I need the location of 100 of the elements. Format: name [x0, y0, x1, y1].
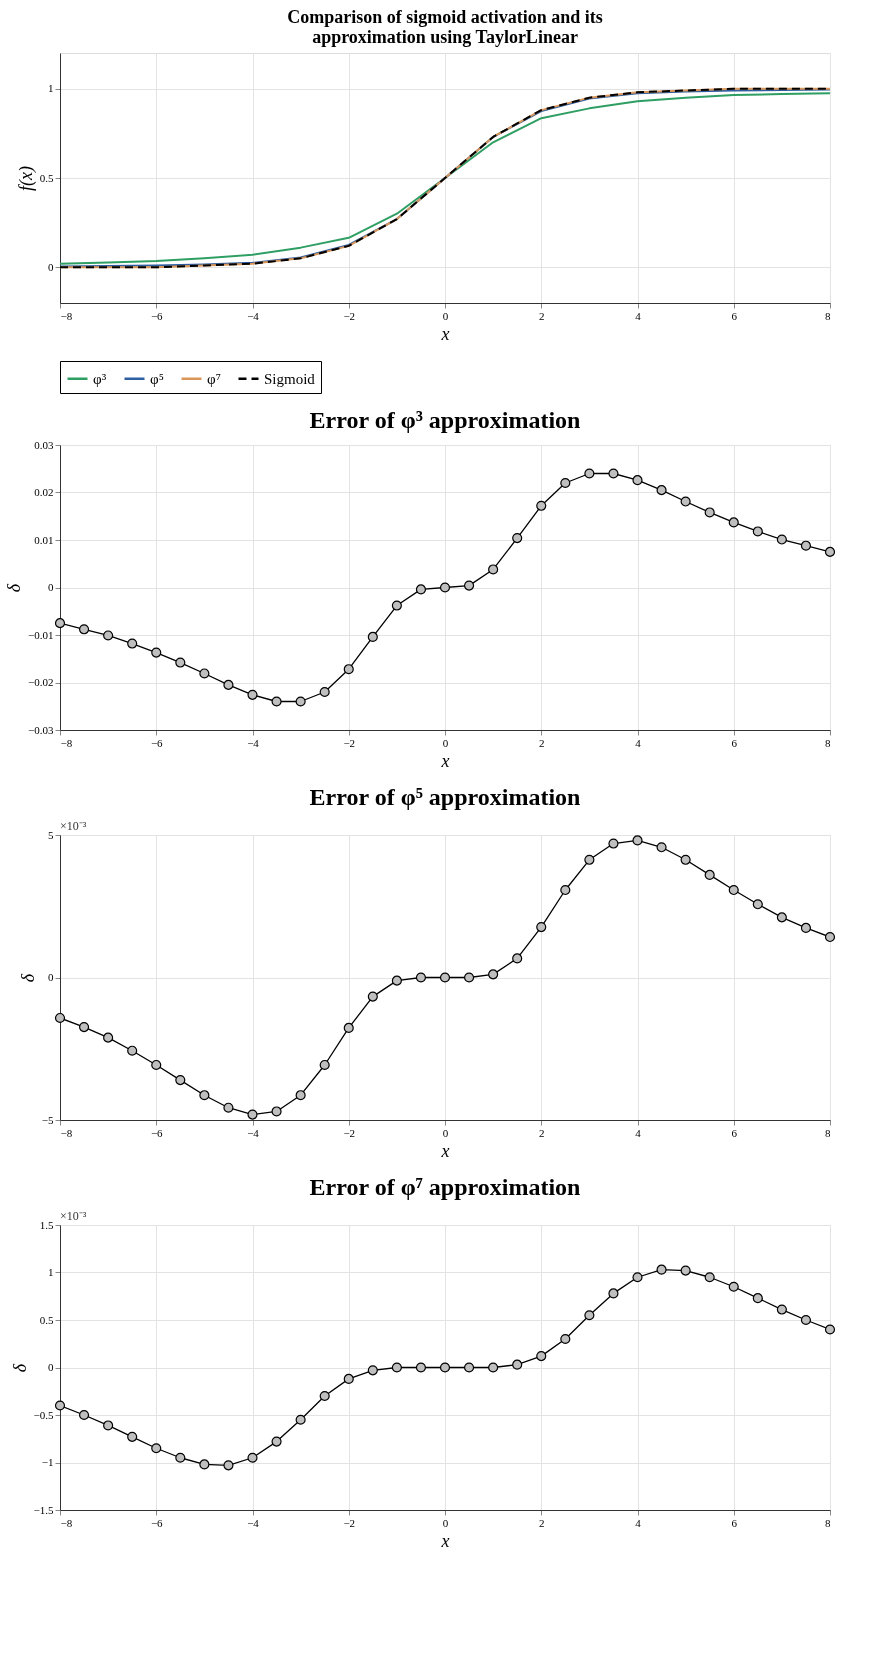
point — [752, 526, 763, 537]
legend-label: φ⁷ — [207, 370, 221, 387]
point — [752, 1293, 763, 1304]
y-tick-label: 1 — [48, 82, 54, 95]
x-tick-label: 6 — [731, 309, 738, 322]
point — [78, 1022, 90, 1033]
point — [728, 1281, 739, 1292]
point — [127, 638, 138, 649]
x-tick-label: 0 — [442, 736, 449, 749]
point — [488, 564, 499, 575]
point — [175, 1075, 186, 1086]
x-tick-label: 8 — [825, 1126, 831, 1139]
y-tick-label: −0.01 — [28, 628, 54, 641]
point — [512, 533, 523, 544]
y-tick-label: 0.02 — [34, 486, 54, 498]
point — [608, 468, 619, 479]
point — [78, 624, 90, 635]
point — [223, 679, 234, 690]
x-tick-label: 2 — [539, 309, 545, 322]
point — [656, 1264, 667, 1275]
point — [151, 647, 162, 658]
y-axis-title: δ — [4, 583, 25, 593]
y-tick-label: 1.5 — [39, 1218, 54, 1231]
x-tick-label: 4 — [635, 309, 642, 322]
point — [54, 1400, 66, 1411]
x-tick-label: 8 — [825, 736, 831, 749]
chart-title: Error of φ³ approximation — [309, 407, 581, 433]
x-tick-label: 0 — [442, 309, 449, 322]
point — [295, 696, 306, 707]
y-tick-label: 1 — [48, 1266, 54, 1278]
x-tick-label: −8 — [60, 1516, 73, 1529]
point — [223, 1102, 234, 1113]
y-tick-label: 5 — [48, 828, 54, 841]
y-tick-label: −5 — [41, 1113, 54, 1126]
y-tick-label: 0 — [48, 581, 54, 593]
legend-label: Sigmoid — [264, 370, 316, 387]
point — [800, 540, 812, 551]
point — [54, 618, 66, 629]
x-tick-label: 6 — [731, 1516, 738, 1529]
x-tick-label: −6 — [150, 736, 164, 749]
x-tick-label: 6 — [731, 1126, 738, 1139]
point — [776, 534, 787, 545]
point — [415, 1362, 427, 1373]
point — [151, 1059, 162, 1071]
point — [704, 507, 715, 518]
point — [439, 972, 451, 983]
point — [800, 1314, 812, 1326]
point — [175, 1452, 186, 1463]
point — [319, 1059, 330, 1071]
y-axis-title: δ — [9, 1363, 30, 1373]
x-tick-label: −4 — [247, 309, 260, 322]
point — [319, 1390, 330, 1402]
point — [824, 931, 836, 943]
point — [824, 1324, 836, 1335]
y-tick-label: 0 — [48, 1361, 54, 1373]
point — [391, 600, 402, 611]
y-tick-label: 0 — [48, 971, 54, 983]
x-tick-label: −8 — [60, 736, 73, 749]
point — [824, 546, 836, 557]
point — [536, 1351, 547, 1362]
point — [127, 1431, 138, 1442]
x-tick-label: 0 — [442, 1126, 449, 1139]
point — [343, 1022, 354, 1034]
x-tick-label: 8 — [825, 1516, 831, 1529]
chart-title: Error of φ⁵ approximation — [309, 784, 581, 810]
x-tick-label: −2 — [343, 736, 356, 749]
x-tick-label: 2 — [539, 736, 545, 749]
point — [608, 1288, 619, 1299]
text: ×10⁻³ — [60, 819, 87, 833]
y-tick-label: 0.03 — [34, 438, 54, 451]
point — [295, 1090, 306, 1101]
point — [584, 468, 595, 479]
legend-label: φ⁵ — [150, 370, 164, 387]
point — [704, 1272, 715, 1283]
point — [656, 485, 667, 496]
point — [463, 972, 475, 983]
point — [103, 1032, 114, 1043]
point — [391, 975, 402, 986]
y-tick-label: 0 — [48, 260, 54, 273]
point — [247, 689, 258, 700]
point — [343, 664, 354, 675]
point — [632, 1272, 643, 1283]
point — [776, 1304, 787, 1315]
x-tick-label: 4 — [635, 736, 642, 749]
point — [367, 1365, 378, 1376]
point — [103, 1420, 114, 1431]
x-tick-label: −6 — [150, 1516, 164, 1529]
chart-title: Comparison of sigmoid activation and its approximation using TaylorLinear — [287, 7, 603, 47]
y-tick-label: 0.5 — [39, 171, 54, 184]
point — [512, 953, 523, 964]
point — [271, 696, 282, 707]
point — [632, 835, 643, 846]
x-tick-label: −4 — [247, 1126, 260, 1139]
x-tick-label: 4 — [635, 1126, 642, 1139]
y-axis-title: δ — [17, 973, 38, 983]
point — [367, 631, 378, 642]
y-tick-label: −0.02 — [28, 676, 54, 688]
point — [103, 630, 114, 641]
point — [536, 921, 547, 933]
point — [343, 1373, 354, 1384]
